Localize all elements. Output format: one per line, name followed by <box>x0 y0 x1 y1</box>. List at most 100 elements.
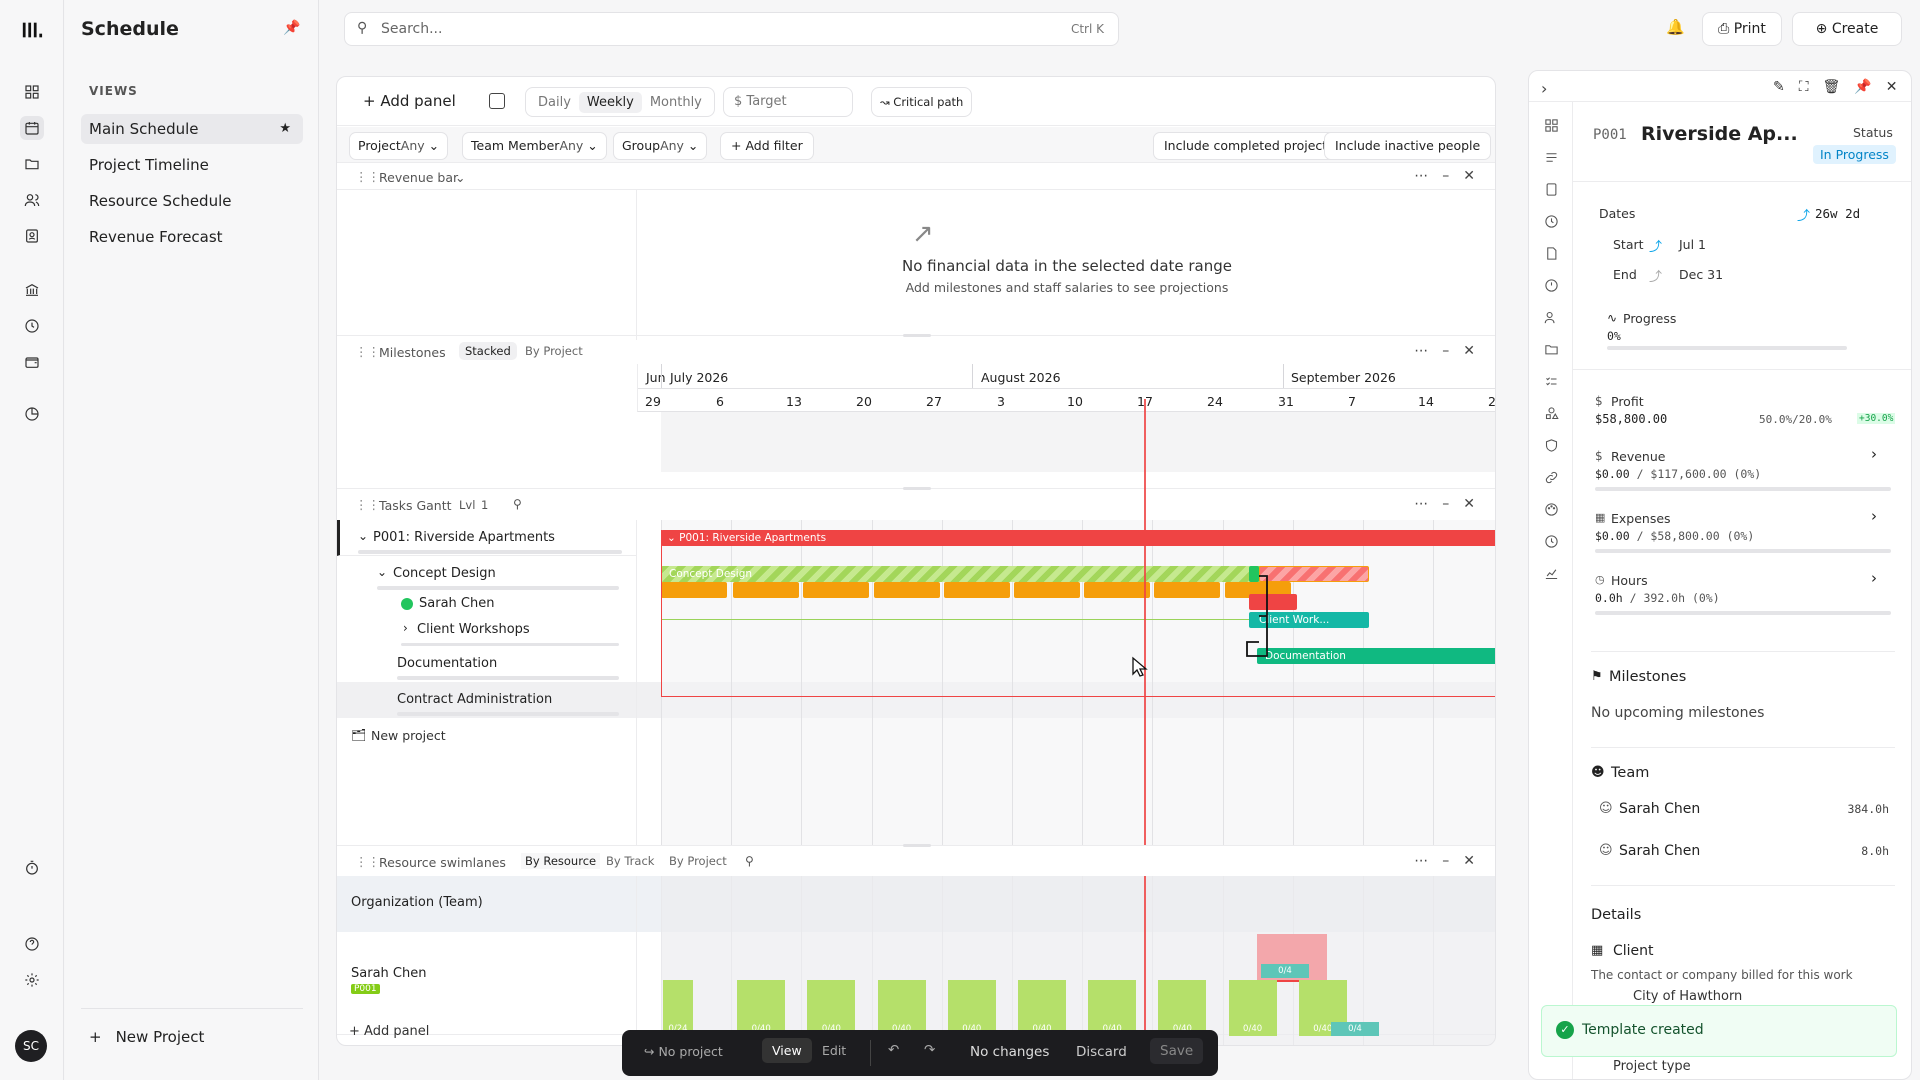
chevron-right-icon[interactable]: › <box>1871 445 1877 463</box>
resize-handle[interactable] <box>903 487 931 490</box>
checklist-icon[interactable] <box>1541 371 1561 391</box>
drag-handle-icon[interactable]: ⋮⋮ <box>355 497 380 512</box>
save-button[interactable]: Save <box>1150 1038 1204 1064</box>
resource-load-block[interactable]: 0/40 <box>807 980 856 1036</box>
folder-icon[interactable] <box>1541 339 1561 359</box>
contacts-icon[interactable] <box>20 224 44 248</box>
minimize-icon[interactable]: – <box>1442 168 1450 184</box>
close-icon[interactable]: ✕ <box>1463 343 1475 359</box>
status-badge[interactable]: In Progress <box>1813 145 1896 164</box>
resource-load-block[interactable]: 0/40 <box>947 980 996 1036</box>
search-icon[interactable]: ⚲ <box>745 854 754 868</box>
file-icon[interactable] <box>1541 243 1561 263</box>
chevron-right-icon[interactable]: › <box>1541 79 1548 98</box>
more-icon[interactable]: ⋯ <box>1414 853 1429 869</box>
task-row-concept[interactable]: ⌄ Concept Design <box>337 556 637 592</box>
search-input[interactable]: ⚲ Search... Ctrl K <box>344 12 1119 46</box>
pin-icon[interactable]: 📌 <box>283 20 301 36</box>
redo-icon[interactable]: ↷ <box>924 1042 936 1058</box>
resource-load-block[interactable]: 0/4 <box>1261 964 1309 978</box>
include-inactive-toggle[interactable]: Include inactive people <box>1324 132 1492 160</box>
view-daily[interactable]: Daily <box>538 94 571 110</box>
start-date[interactable]: Jul 1 <box>1679 237 1707 252</box>
chevron-right-icon[interactable]: › <box>403 621 408 635</box>
users-icon[interactable] <box>1541 307 1561 327</box>
assignment-block[interactable] <box>733 582 800 598</box>
search-icon[interactable]: ⚲ <box>513 497 522 511</box>
documentation-bar[interactable]: Documentation <box>1257 648 1495 664</box>
assignment-block[interactable] <box>1084 582 1151 598</box>
minimize-icon[interactable]: – <box>1442 496 1450 512</box>
assignment-block[interactable] <box>1014 582 1080 598</box>
clock-icon[interactable] <box>20 314 44 338</box>
end-date[interactable]: Dec 31 <box>1679 267 1724 282</box>
overview-icon[interactable] <box>1541 115 1561 135</box>
dashboard-icon[interactable] <box>20 80 44 104</box>
add-panel-bottom-button[interactable]: + Add panel <box>349 1024 430 1039</box>
tab-stacked[interactable]: Stacked <box>459 342 517 360</box>
include-completed-toggle[interactable]: Include completed projects <box>1153 132 1345 160</box>
team-member-row[interactable]: ☺ Sarah Chen 384.0h <box>1599 801 1889 817</box>
add-panel-button[interactable]: + Add panel <box>363 92 456 110</box>
undo-icon[interactable]: ↶ <box>888 1042 900 1058</box>
resource-load-block[interactable]: 0/24 <box>663 980 693 1036</box>
minimize-icon[interactable]: – <box>1442 853 1450 869</box>
project-selector[interactable]: ↪ No project <box>644 1044 723 1059</box>
chevron-right-icon[interactable]: › <box>1871 507 1877 525</box>
close-icon[interactable]: ✕ <box>1885 79 1898 95</box>
resize-handle[interactable] <box>903 844 931 847</box>
chevron-right-icon[interactable]: › <box>1871 569 1877 587</box>
logo-icon[interactable] <box>18 18 46 42</box>
minimize-icon[interactable]: – <box>1442 343 1450 359</box>
resize-handle[interactable] <box>903 334 931 337</box>
history-icon[interactable] <box>1541 531 1561 551</box>
client-value[interactable]: City of Hawthorn <box>1633 989 1743 1004</box>
chart-line-icon[interactable] <box>1541 563 1561 583</box>
document-icon[interactable] <box>1541 179 1561 199</box>
create-button[interactable]: ⊕ Create <box>1792 12 1902 46</box>
edit-mode-button[interactable]: Edit <box>822 1043 847 1058</box>
trash-icon[interactable]: 🗑 <box>1822 79 1841 95</box>
target-input[interactable]: $ Target <box>723 87 853 117</box>
pin-icon[interactable]: 📌 <box>1854 79 1872 95</box>
client-workshops-bar[interactable]: Client Work... <box>1249 612 1369 628</box>
assignment-block[interactable] <box>661 582 727 598</box>
view-weekly[interactable]: Weekly <box>578 91 642 113</box>
more-icon[interactable]: ⋯ <box>1414 343 1429 359</box>
users-icon[interactable] <box>20 188 44 212</box>
resource-row-person[interactable]: Sarah Chen P001 <box>337 932 637 1034</box>
resource-load-block[interactable]: 0/40 <box>737 980 786 1036</box>
link-icon[interactable] <box>1541 467 1561 487</box>
task-row-assignee[interactable]: Sarah Chen <box>337 592 637 616</box>
edit-icon[interactable]: ✎ <box>1773 79 1785 95</box>
level-stepper[interactable]: 1 <box>481 498 489 512</box>
wallet-icon[interactable] <box>20 350 44 374</box>
star-icon[interactable]: ★ <box>279 121 291 136</box>
drag-handle-icon[interactable]: ⋮⋮ <box>355 344 380 359</box>
view-monthly[interactable]: Monthly <box>649 94 702 110</box>
project-filter[interactable]: ProjectAny ⌄ <box>349 132 449 160</box>
close-icon[interactable]: ✕ <box>1463 496 1475 512</box>
more-icon[interactable]: ⋯ <box>1414 496 1429 512</box>
palette-icon[interactable] <box>1541 499 1561 519</box>
discard-button[interactable]: Discard <box>1076 1044 1127 1060</box>
bank-icon[interactable] <box>20 278 44 302</box>
assignment-block[interactable] <box>873 582 940 598</box>
sidebar-item-project-timeline[interactable]: Project Timeline <box>81 150 303 180</box>
group-filter[interactable]: GroupAny ⌄ <box>613 132 708 160</box>
tab-by-resource[interactable]: By Resource <box>521 853 601 869</box>
tab-by-track[interactable]: By Track <box>606 854 655 868</box>
project-bar[interactable]: ⌄ P001: Riverside Apartments <box>661 530 1495 546</box>
resource-load-block[interactable]: 0/40 <box>1088 980 1137 1036</box>
toast-notification[interactable]: ✓ Template created <box>1541 1005 1897 1057</box>
sidebar-item-main-schedule[interactable]: Main Schedule ★ <box>81 114 303 144</box>
concept-design-bar[interactable]: Concept Design <box>661 566 1273 582</box>
shield-icon[interactable] <box>1541 435 1561 455</box>
chevron-down-icon[interactable]: ⌄ <box>358 529 369 543</box>
add-filter-button[interactable]: + Add filter <box>720 132 814 160</box>
new-project-row[interactable]: 🗂 New project <box>337 718 637 754</box>
drag-handle-icon[interactable]: ⋮⋮ <box>355 169 380 184</box>
sidebar-item-revenue-forecast[interactable]: Revenue Forecast <box>81 222 303 252</box>
view-mode-button[interactable]: View <box>762 1038 812 1063</box>
chevron-down-icon[interactable]: ⌄ <box>455 170 466 185</box>
